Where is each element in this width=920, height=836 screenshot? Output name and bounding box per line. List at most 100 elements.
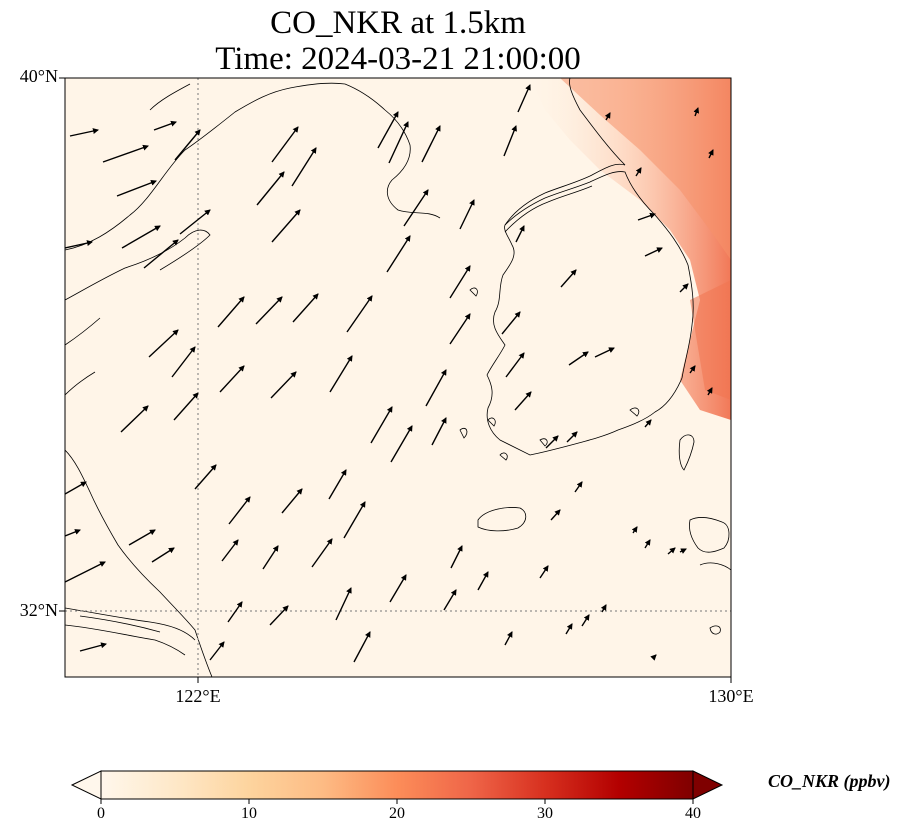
wind-arrow [228,496,251,525]
wind-arrow [449,313,471,345]
wind-arrow [689,365,696,374]
wind-arrow [255,296,283,325]
co-plume-core [690,280,731,400]
colorbar-label: CO_NKR (ppbv) [768,771,891,791]
wind-arrow [386,235,411,273]
lat-label-40n: 40°N [19,66,58,86]
wind-arrow [209,641,225,661]
wind-arrow [217,296,245,328]
wind-arrow [174,129,201,161]
wind-arrow [459,199,475,230]
wind-arrow [227,601,243,623]
map-title-line2: Time: 2024-03-21 21:00:00 [215,41,581,77]
wind-arrow [269,605,289,626]
lon-label-122e: 122°E [175,686,221,706]
wind-arrow [504,631,513,646]
wind-arrow [594,347,615,358]
wind-arrow [65,529,81,537]
wind-arrow [403,189,429,227]
wind-arrow [708,149,714,159]
wind-vectors [65,84,714,663]
wind-arrow [566,431,578,443]
map-title-line1: CO_NKR at 1.5km [270,5,526,41]
wind-arrow [69,128,99,137]
wind-arrow [353,631,371,663]
wind-arrow [550,509,561,521]
wind-arrow [505,352,525,378]
wind-arrow [120,405,149,433]
wind-arrow [121,225,161,249]
wind-arrow [311,538,333,568]
colorbar-tick-30: 30 [537,805,553,822]
wind-arrow [329,355,353,393]
wind-arrow [173,392,199,421]
wind-arrow [515,225,525,243]
wind-arrow [79,642,107,652]
colorbar-extend-high [692,770,724,800]
wind-arrow [151,547,175,563]
wind-arrow [65,561,106,583]
wind-arrow [667,547,676,555]
wind-arrow [148,329,179,358]
colorbar-tick-40: 40 [685,805,701,822]
wind-arrow [153,120,177,131]
wind-arrow [291,147,317,187]
wind-arrow [179,209,211,235]
wind-arrow [343,501,366,539]
wind-arrow [262,545,279,570]
wind-arrow [389,574,407,603]
wind-arrow [335,587,352,621]
wind-arrow [431,417,447,446]
wind-arrow [637,212,656,221]
wind-arrow [271,126,299,163]
wind-arrow [574,481,583,493]
wind-arrow [693,107,700,117]
wind-arrow [116,179,157,197]
wind-arrow [328,469,347,500]
wind-arrow [706,387,713,396]
wind-arrow [102,144,149,163]
map-frame [64,77,732,678]
wind-arrow [271,209,301,243]
wind-arrow [421,125,441,163]
colorbar-tick-0: 0 [97,805,105,822]
wind-arrow [65,481,87,495]
wind-arrow [346,295,373,333]
wind-arrow [171,346,196,378]
colorbar-tick-20: 20 [389,805,405,822]
wind-arrow [644,539,651,549]
wind-arrow [568,351,589,366]
coastlines [65,78,731,677]
wind-arrow [644,419,652,428]
wind-arrow [679,548,687,554]
wind-arrow [221,539,239,562]
wind-arrow [219,365,245,393]
lon-label-130e: 130°E [708,686,754,706]
wind-arrow [194,464,217,490]
wind-arrow [443,589,457,611]
wind-arrow [390,425,413,463]
wind-arrow [449,265,471,299]
wind-arrow [388,121,409,164]
wind-arrow [270,371,297,399]
wind-arrow [635,167,642,177]
wind-arrow [256,171,285,206]
wind-arrow [501,311,521,335]
wind-arrow [281,488,303,514]
wind-arrow [128,529,156,546]
wind-arrow [425,369,447,407]
colorbar-gradient [100,770,694,800]
wind-arrow [514,391,532,411]
wind-arrow [65,240,93,249]
wind-arrow [604,112,611,121]
wind-arrow [650,654,657,661]
wind-arrow [292,293,319,323]
wind-arrow [644,247,663,257]
lat-label-32n: 32°N [19,600,58,620]
colorbar [70,770,724,804]
wind-arrow [581,614,590,627]
wind-arrow [517,84,531,113]
wind-arrow [631,526,638,534]
map-area[interactable] [65,78,731,677]
